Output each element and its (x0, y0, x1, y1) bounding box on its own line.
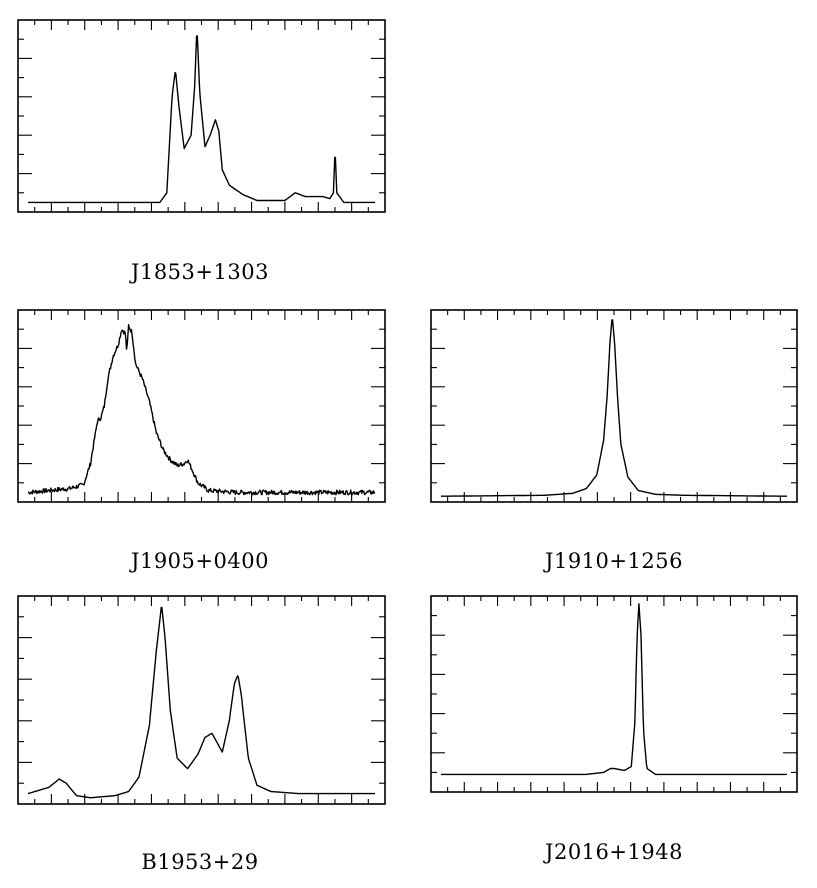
panel-label-j2016: J2016+1948 (545, 840, 683, 864)
pulse-profile-line (28, 35, 375, 204)
panel-2 (17, 309, 386, 503)
panel-frame (17, 309, 386, 503)
panel-label-j1853: J1853+1303 (131, 260, 269, 284)
pulse-profile-line (27, 606, 375, 799)
panel-label-b1953: B1953+29 (141, 850, 259, 874)
pulse-profile-line (27, 324, 376, 496)
panel-3 (430, 309, 798, 503)
panel-label-j1910: J1910+1256 (545, 549, 683, 573)
panel-frame (17, 595, 386, 805)
panel-5 (430, 595, 798, 793)
pulse-profile-line (441, 603, 787, 776)
pulse-profile-line (441, 319, 787, 497)
panel-4 (17, 595, 386, 805)
panel-label-j1905: J1905+0400 (131, 549, 269, 573)
panel-1 (17, 19, 386, 213)
panel-frame (430, 595, 798, 793)
